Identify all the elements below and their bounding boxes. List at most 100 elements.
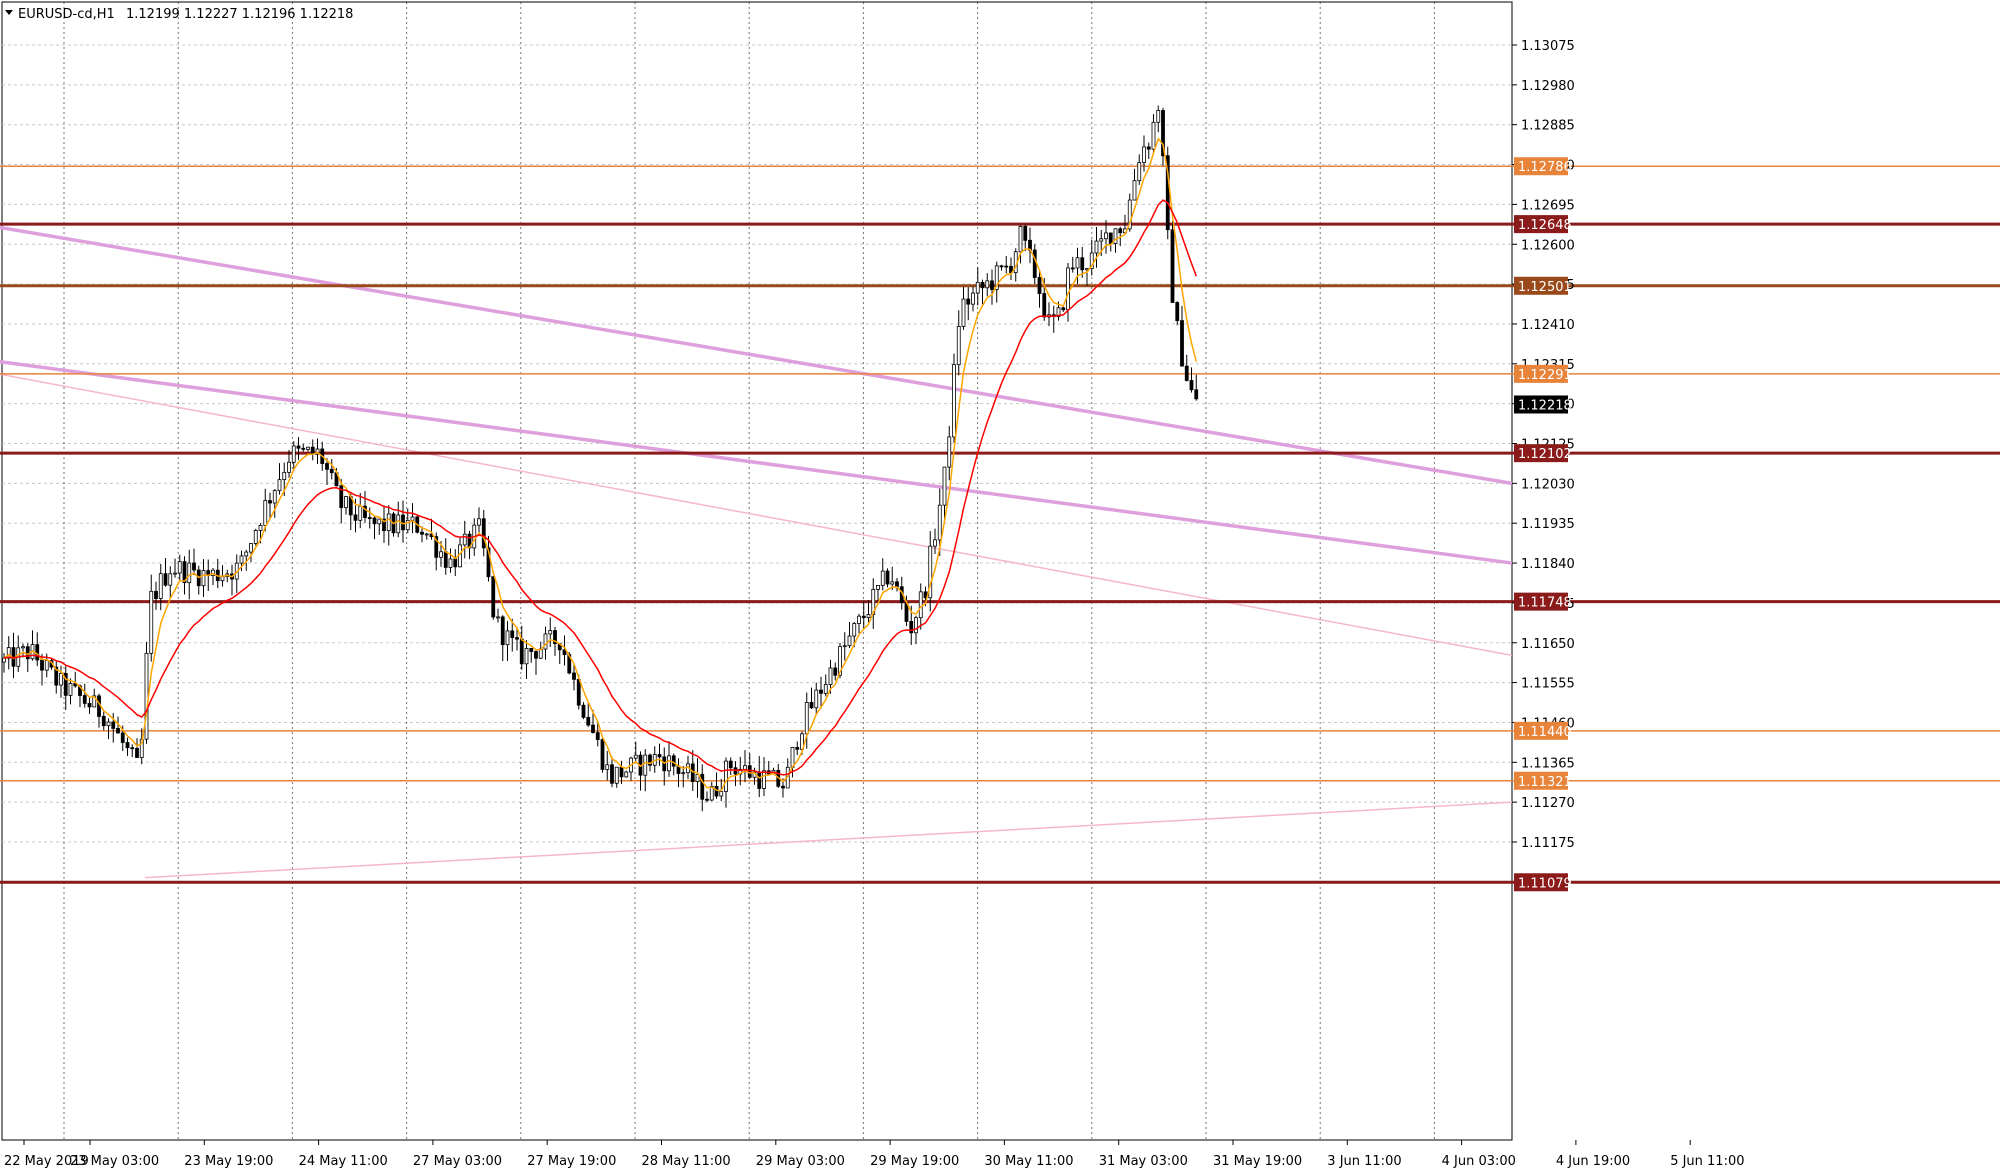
candle-body [287, 461, 291, 473]
candle-body [866, 614, 871, 619]
candles [2, 105, 1199, 812]
candle-body [1189, 380, 1194, 391]
candle-body [44, 660, 49, 671]
candle-body [529, 647, 534, 652]
candle-body [534, 651, 538, 659]
candle-body [757, 771, 762, 789]
x-tick-label: 4 Jun 03:00 [1442, 1154, 1516, 1169]
candle-body [154, 590, 158, 599]
ma-slow-line [3, 199, 1198, 776]
candle-body [861, 615, 866, 619]
candle-body [372, 517, 377, 525]
candle-body [263, 500, 268, 526]
candle-body [500, 616, 505, 646]
candle-body [956, 326, 961, 366]
candle-body [823, 684, 828, 694]
candle-body [515, 637, 519, 640]
trendline [0, 359, 1513, 565]
level-tag [1514, 771, 1568, 790]
candle-body [201, 570, 206, 587]
candle-body [163, 573, 168, 586]
y-tick-label: 1.11840 [1521, 557, 1575, 572]
candle-body [914, 617, 918, 634]
candle-body [358, 505, 363, 521]
horizontal-levels [0, 165, 2000, 884]
y-tick-label: 1.11650 [1521, 637, 1575, 652]
x-tick-label: 29 May 03:00 [756, 1154, 845, 1169]
candle-body [1113, 228, 1118, 244]
y-tick-label: 1.11365 [1521, 756, 1575, 771]
candle-body [548, 630, 553, 635]
candle-body [790, 747, 795, 768]
candle-body [386, 513, 391, 532]
x-tick-label: 31 May 19:00 [1213, 1154, 1302, 1169]
candle-body [192, 562, 196, 571]
candle-body [144, 652, 149, 740]
candle-body [268, 500, 272, 504]
candle-body [486, 547, 491, 578]
candle-body [244, 551, 249, 557]
candle-body [1194, 389, 1199, 400]
candle-body [885, 570, 890, 585]
candle-body [1080, 257, 1085, 271]
candle-body [306, 446, 310, 450]
candle-body [173, 572, 177, 575]
candle-body [101, 715, 106, 727]
price-axis: 1.130751.129801.128851.127901.126951.126… [1512, 39, 1575, 892]
candle-body [999, 265, 1004, 268]
candle-body [220, 576, 225, 582]
candle-body [396, 514, 401, 534]
candle-body [310, 446, 315, 455]
level-tag [1514, 721, 1568, 740]
candle-body [54, 666, 59, 686]
current-price-label: 1.12218 [1518, 398, 1572, 413]
candle-body [624, 771, 629, 778]
candle-body [1070, 267, 1075, 270]
candle-body [82, 695, 87, 704]
level-tag [1514, 157, 1568, 176]
y-tick-label: 1.12980 [1521, 79, 1575, 94]
candle-body [367, 517, 372, 519]
level-tag-label: 1.11440 [1518, 725, 1572, 740]
candle-body [182, 561, 187, 584]
moving-averages [3, 137, 1198, 792]
candle-body [2, 657, 6, 663]
candle-body [1142, 146, 1146, 163]
candle-body [1066, 267, 1070, 311]
candle-body [833, 667, 838, 676]
candle-body [695, 773, 700, 783]
candle-body [496, 616, 500, 619]
candle-body [709, 786, 714, 801]
candle-body [68, 683, 73, 696]
candle-body [177, 561, 182, 574]
y-tick-label: 1.11270 [1521, 796, 1575, 811]
candle-body [933, 539, 937, 547]
y-tick-label: 1.11175 [1521, 836, 1575, 851]
candle-body [382, 518, 386, 532]
candle-body [443, 551, 448, 568]
candle-body [1118, 228, 1123, 234]
x-tick-label: 22 May 2019 [4, 1154, 89, 1169]
candle-body [928, 545, 933, 599]
candle-body [719, 791, 724, 797]
y-tick-label: 1.12410 [1521, 318, 1575, 333]
candle-body [700, 773, 705, 800]
candle-body [1146, 146, 1151, 150]
dropdown-triangle-icon[interactable] [5, 10, 13, 15]
candle-body [1108, 232, 1113, 244]
candle-body [543, 633, 548, 650]
candle-body [1127, 199, 1132, 230]
candle-body [918, 591, 923, 619]
candle-body [253, 529, 258, 544]
candle-body [1170, 229, 1175, 303]
candle-body [339, 485, 344, 509]
candle-body [595, 732, 600, 740]
candle-body [994, 265, 999, 290]
candle-body [434, 536, 439, 558]
trendline [0, 225, 1513, 486]
candle-body [1104, 232, 1108, 240]
x-tick-label: 24 May 11:00 [299, 1154, 388, 1169]
candle-body [795, 747, 800, 750]
